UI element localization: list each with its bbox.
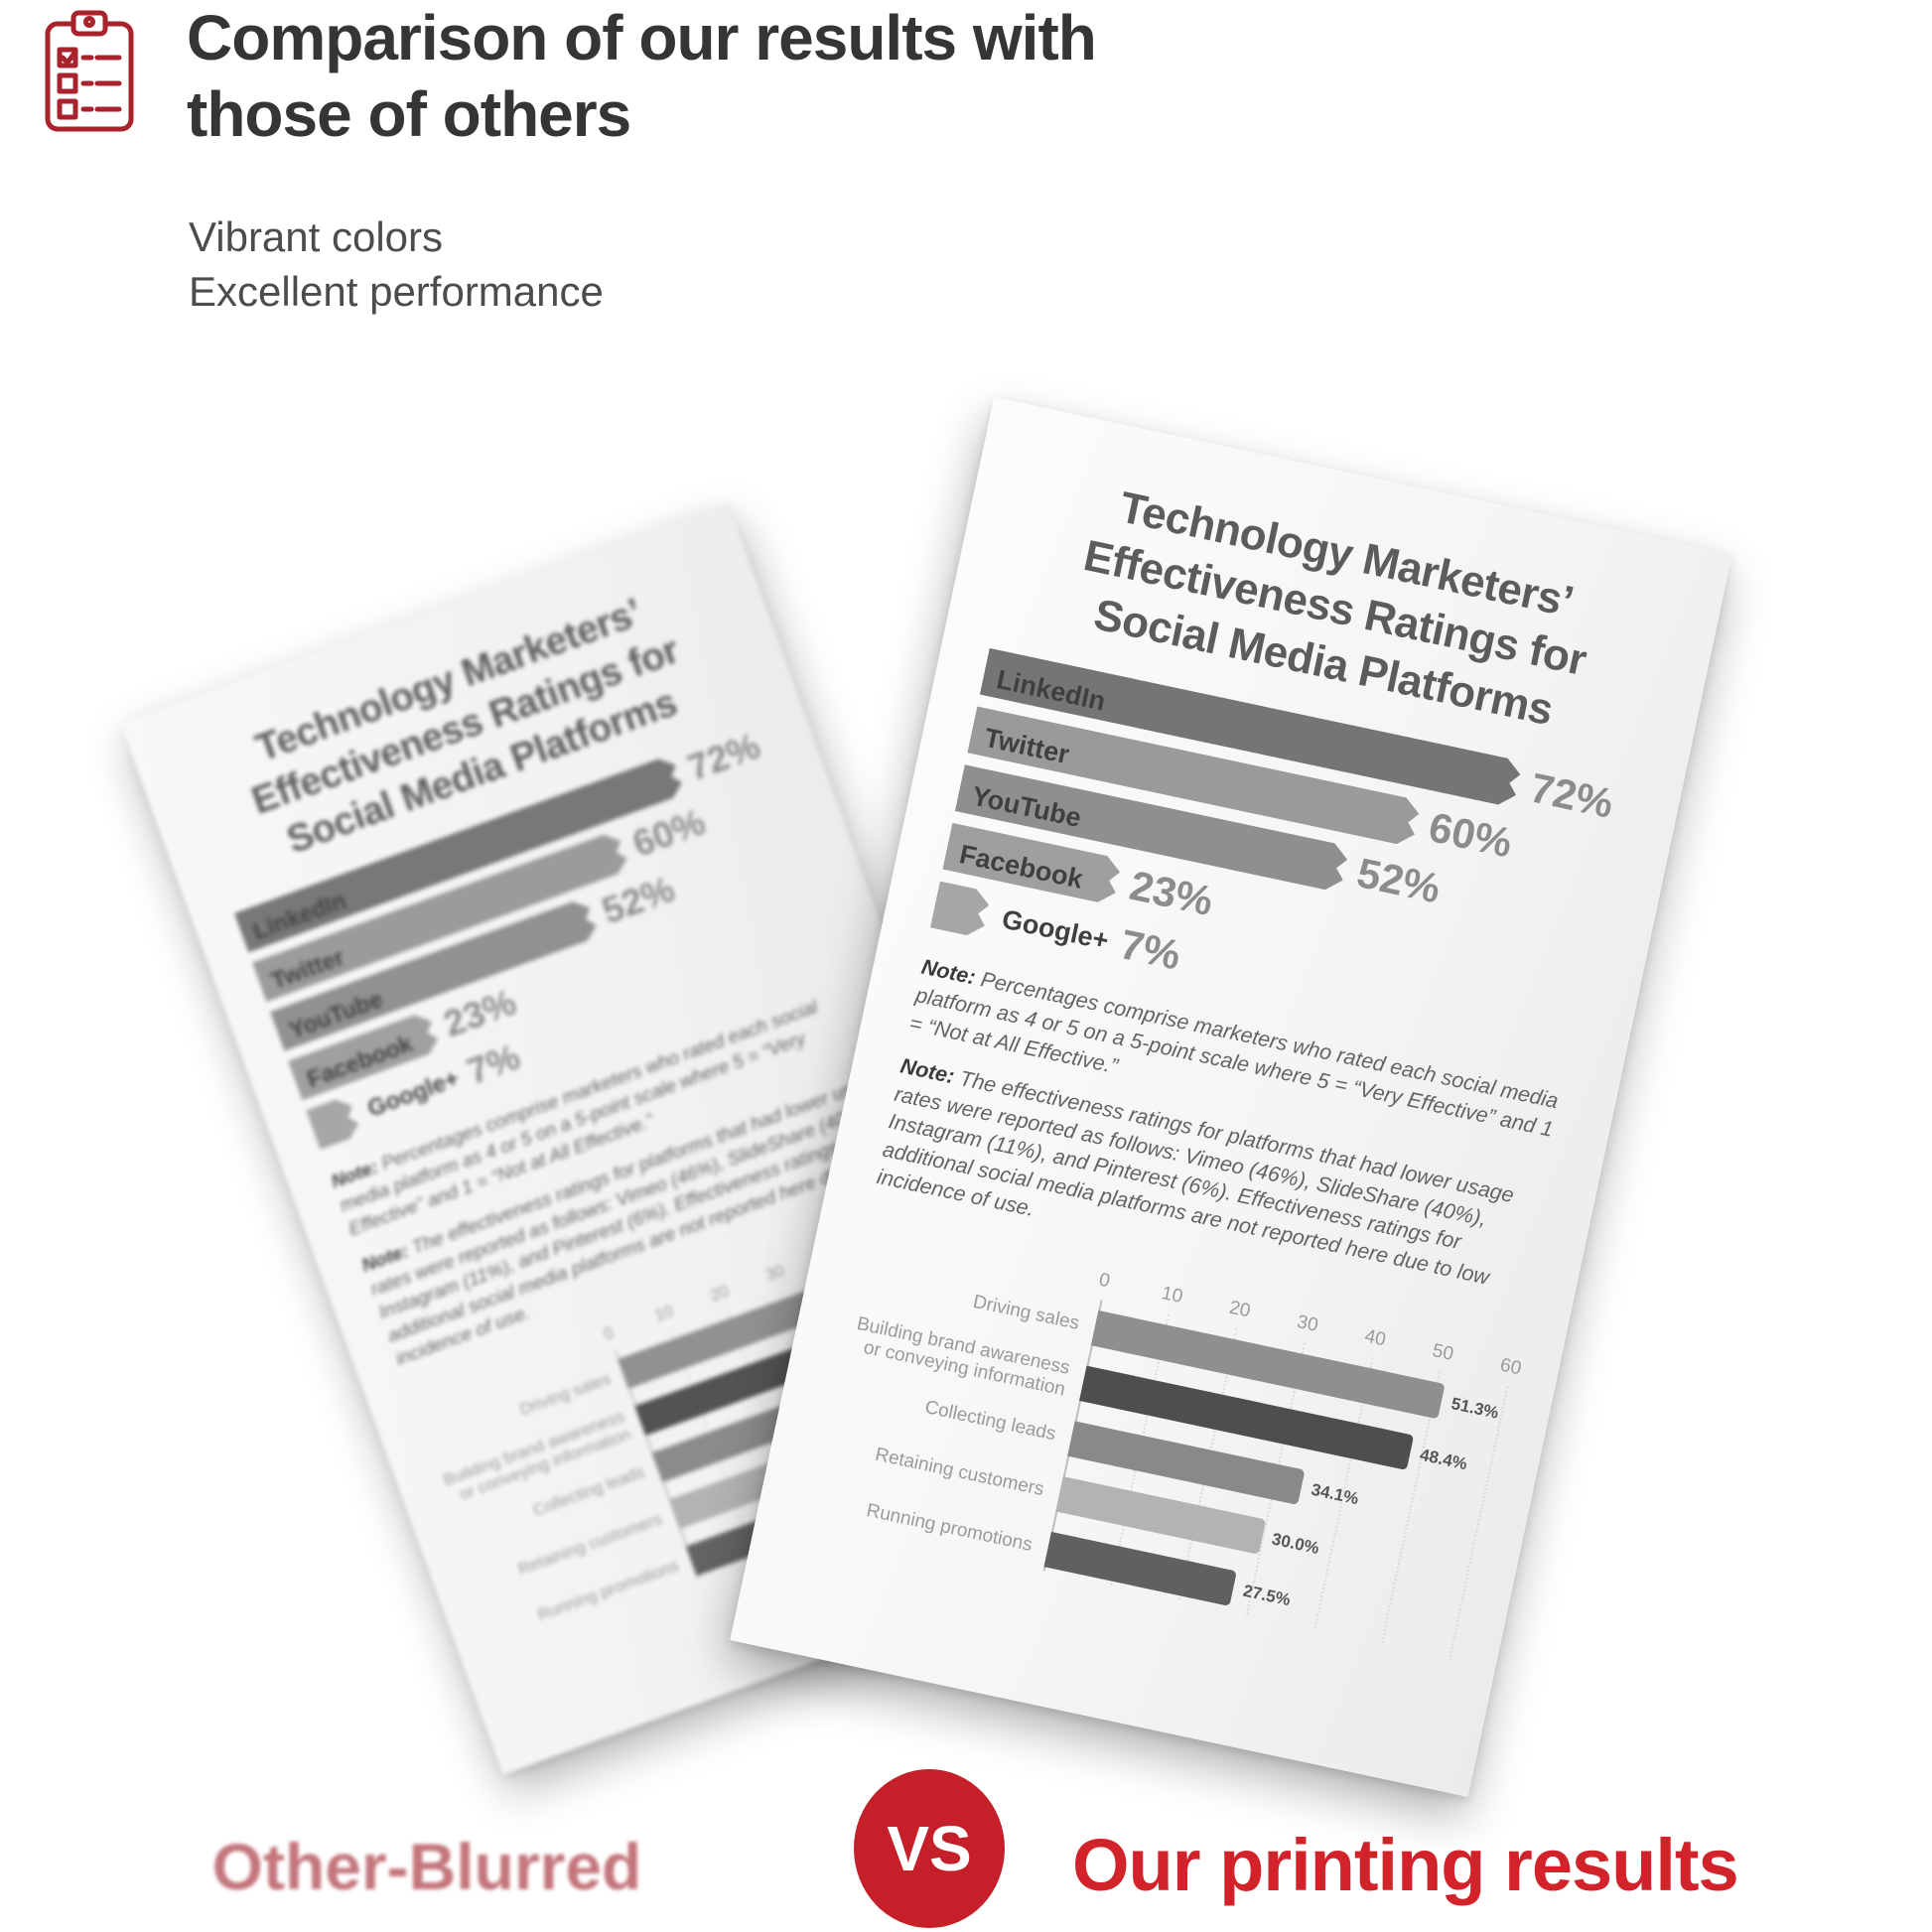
platform-label: YouTube <box>969 780 1084 834</box>
note-label: Note: <box>919 954 984 992</box>
vs-badge: VS <box>854 1769 1005 1928</box>
paper-sharp-content: Technology Marketers’ Effectiveness Ratin… <box>749 397 1732 1712</box>
platform-value: 60% <box>1425 803 1517 867</box>
axis-tick-label: 10 <box>652 1302 677 1326</box>
platform-value: 52% <box>1352 849 1445 912</box>
platform-value: 72% <box>1526 763 1618 828</box>
axis-tick-label: 20 <box>1227 1297 1253 1322</box>
platform-value: 23% <box>1125 862 1217 925</box>
axis-tick-label: 0 <box>1097 1269 1112 1293</box>
platform-label: Twitter <box>981 723 1072 770</box>
axis-tick-label: 0 <box>601 1323 617 1345</box>
platform-label: LinkedIn <box>994 664 1109 717</box>
axis-tick-label: 20 <box>708 1282 732 1307</box>
platform-value: 7% <box>461 1035 526 1093</box>
platform-label: Facebook <box>956 839 1086 896</box>
platform-bar <box>930 882 992 939</box>
platform-bar <box>306 1095 362 1150</box>
page-title-line1: Comparison of our results with <box>187 2 1097 73</box>
platform-value: 7% <box>1116 920 1185 979</box>
our-result-label: Our printing results <box>1072 1824 1739 1906</box>
note-label: Note: <box>358 1238 417 1277</box>
page-title: Comparison of our results with those of … <box>187 0 1577 153</box>
vs-label: VS <box>887 1813 972 1884</box>
objective-value: 48.4% <box>1418 1445 1469 1473</box>
axis-tick-label: 60 <box>1498 1354 1524 1380</box>
objective-value: 27.5% <box>1241 1581 1293 1609</box>
subtitle-line2: Excellent performance <box>189 267 604 315</box>
other-result-label: Other-Blurred <box>211 1830 642 1903</box>
platform-label: Google+ <box>363 1064 463 1122</box>
paper-sharp-print: Technology Marketers’ Effectiveness Ratin… <box>730 396 1732 1798</box>
axis-tick-label: 30 <box>763 1261 787 1286</box>
axis-tick-label: 30 <box>1295 1311 1320 1337</box>
objective-value: 51.3% <box>1449 1393 1501 1423</box>
platform-label: Google+ <box>999 903 1112 956</box>
page-subtitle: Vibrant colors Excellent performance <box>189 210 604 319</box>
subtitle-line1: Vibrant colors <box>189 213 444 260</box>
axis-tick-label: 50 <box>1430 1340 1455 1366</box>
checklist-clipboard-icon <box>40 8 139 137</box>
objective-value: 30.0% <box>1270 1529 1321 1558</box>
axis-tick-label: 10 <box>1160 1283 1185 1309</box>
axis-tick-label: 40 <box>1362 1325 1388 1351</box>
page-title-line2: those of others <box>187 77 631 150</box>
note-label: Note: <box>897 1053 963 1090</box>
note-label: Note: <box>328 1154 386 1193</box>
objective-value: 34.1% <box>1310 1479 1361 1508</box>
